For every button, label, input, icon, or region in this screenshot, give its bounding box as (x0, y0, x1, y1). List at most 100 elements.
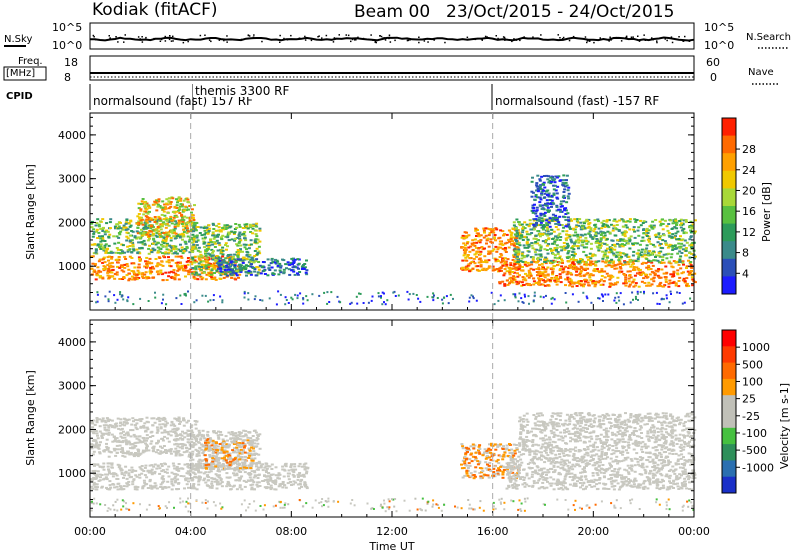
power-cell (184, 275, 187, 278)
velocity-cell (134, 426, 138, 429)
nsearch-point (481, 37, 483, 40)
power-cell (173, 237, 177, 240)
power-cell (191, 258, 195, 261)
velocity-cell (178, 446, 182, 449)
power-cell (576, 281, 580, 284)
power-cell (674, 235, 677, 238)
velocity-cell (119, 467, 123, 470)
power-cell (377, 292, 380, 295)
power-cell (549, 247, 553, 250)
power-cell (609, 284, 612, 287)
power-cell (179, 255, 183, 258)
power-cell (218, 230, 222, 233)
power-cell (291, 298, 294, 301)
velocity-cell (111, 475, 115, 478)
power-cell (564, 181, 568, 184)
power-cell (152, 237, 156, 240)
power-cell (477, 247, 481, 250)
power-cell (691, 284, 695, 287)
power-cell (482, 236, 486, 239)
power-cell (553, 247, 557, 249)
power-cell (95, 228, 99, 231)
nsearch-point (123, 41, 125, 43)
velocity-cell (158, 472, 162, 475)
power-cell (130, 251, 134, 254)
velocity-cell (248, 473, 251, 476)
power-cell (119, 293, 121, 296)
power-cell (486, 237, 490, 240)
power-cell (587, 218, 591, 221)
power-cell (527, 225, 531, 228)
power-cell (619, 238, 623, 241)
power-cell (553, 181, 557, 184)
power-cell (106, 230, 110, 233)
power-cell (412, 292, 415, 295)
power-cell (651, 243, 655, 246)
power-cell (467, 263, 471, 266)
power-cell (527, 250, 531, 253)
power-cell (190, 208, 194, 211)
power-cell (674, 284, 678, 287)
power-cell (579, 270, 583, 273)
power-cell (135, 278, 139, 281)
power-cell (636, 267, 640, 270)
power-cell (293, 258, 297, 261)
power-cell (628, 240, 632, 243)
power-cell (120, 266, 124, 268)
power-cell (559, 203, 563, 206)
power-cell (164, 217, 168, 220)
velocity-cell (247, 464, 251, 467)
velocity-cell (299, 480, 303, 483)
power-cell (203, 246, 207, 249)
power-cell (172, 245, 176, 248)
power-cell (212, 256, 216, 259)
velocity-cell (120, 488, 124, 491)
power-cell (626, 261, 630, 263)
power-cell (593, 285, 597, 288)
power-cell (137, 207, 141, 210)
power-cell (521, 260, 525, 263)
power-cell (662, 272, 666, 275)
power-cell (109, 251, 113, 254)
power-cell (546, 266, 550, 269)
power-cell (141, 223, 145, 226)
velocity-cell (150, 430, 154, 433)
power-cell (165, 235, 169, 238)
power-cell (109, 250, 113, 253)
power-cell (144, 219, 148, 222)
velocity-cell (175, 429, 179, 432)
power-cell (566, 256, 570, 259)
power-cell (467, 246, 471, 249)
power-cell (115, 271, 119, 274)
velocity-cell (174, 447, 178, 450)
power-cell (249, 272, 253, 275)
velocity-cell (243, 471, 247, 474)
power-cell (121, 294, 124, 297)
power-cell (635, 266, 639, 269)
velocity-cell (151, 449, 155, 452)
power-cell (650, 283, 654, 286)
power-cell (220, 262, 224, 265)
power-cell (492, 248, 496, 251)
velocity-cell (99, 476, 102, 479)
power-cell (516, 243, 520, 245)
power-cell (582, 226, 586, 229)
power-cell (552, 202, 556, 205)
power-cell (664, 253, 668, 256)
power-cell (177, 219, 181, 222)
power-cell (219, 267, 223, 270)
velocity-cell (182, 417, 186, 420)
power-cell (537, 224, 541, 227)
power-cell (100, 239, 104, 242)
power-cell (204, 252, 207, 255)
velocity-cell (225, 472, 229, 475)
velocity-cell (290, 463, 293, 466)
velocity-cell (265, 487, 269, 490)
power-cell (541, 267, 545, 270)
velocity-cell (107, 450, 111, 453)
velocity-cell (278, 473, 282, 476)
nsearch-point (519, 39, 521, 42)
power-cell (237, 233, 241, 236)
velocity-cell (94, 477, 98, 480)
power-cell (693, 281, 697, 284)
